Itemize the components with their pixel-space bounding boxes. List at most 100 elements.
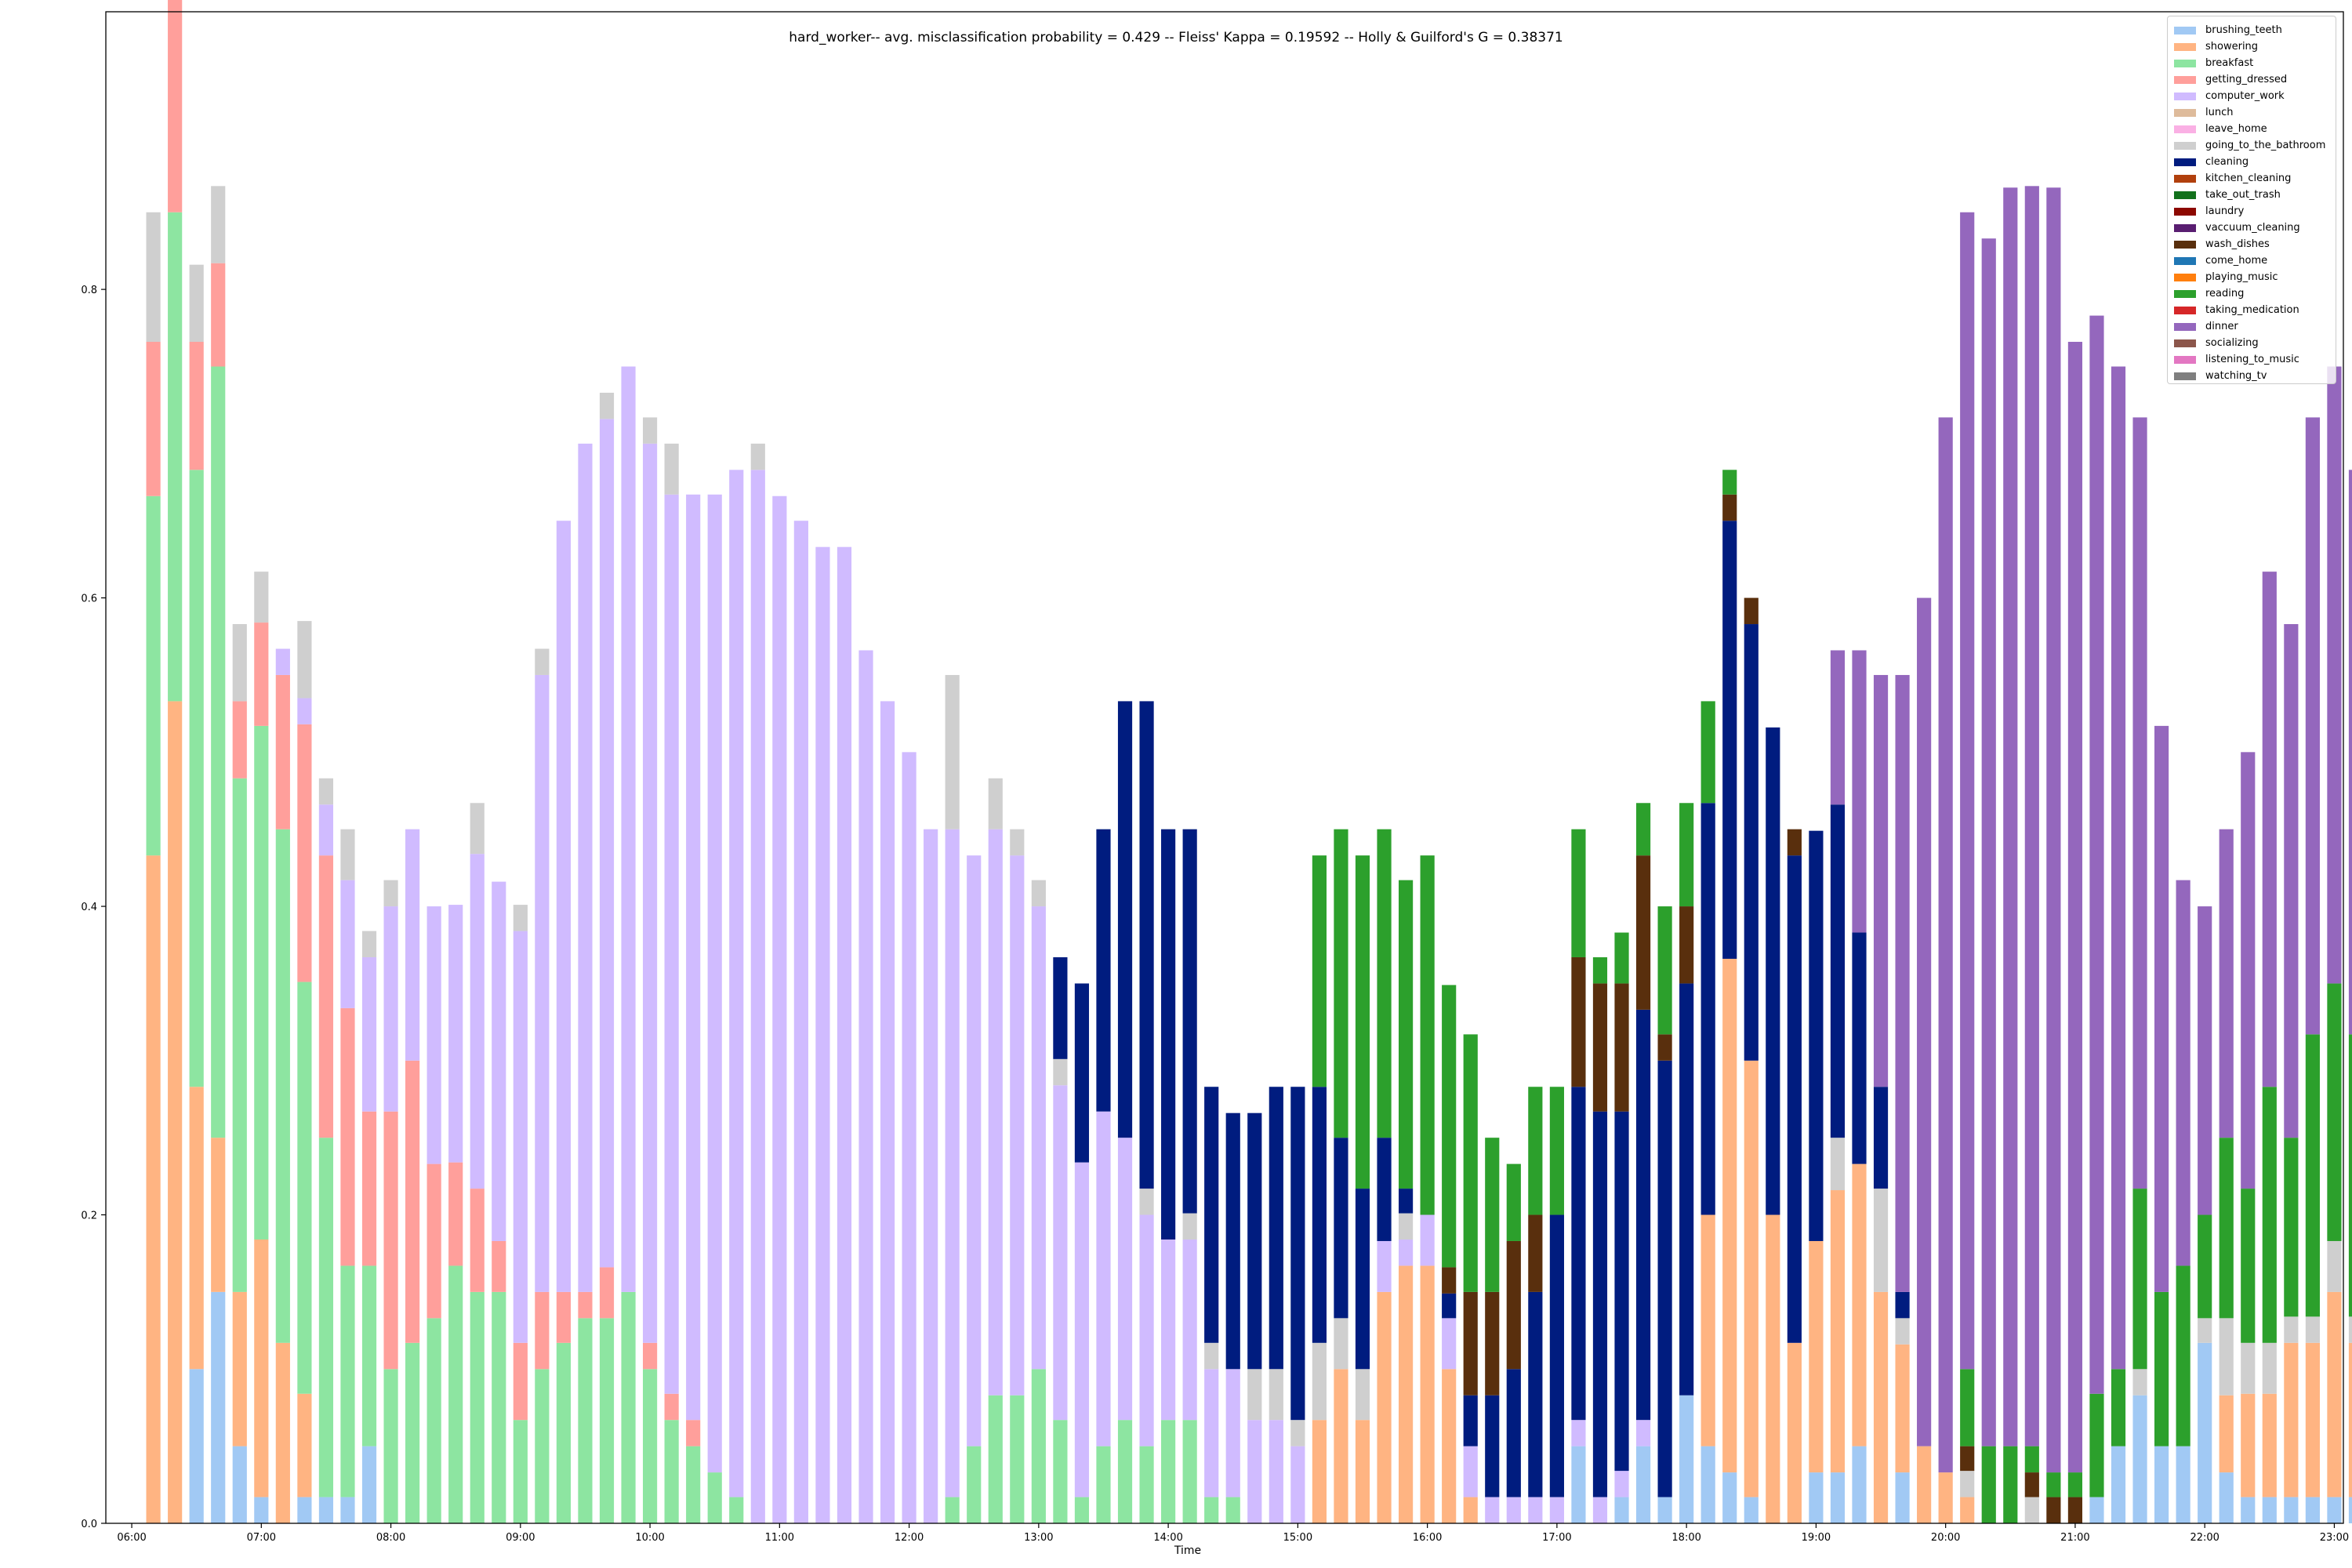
bar-segment-reading <box>1592 956 1608 984</box>
bar-segment-getting_dressed <box>578 1291 593 1319</box>
bar-segment-brushing_teeth <box>189 1369 204 1523</box>
bar-segment-dinner <box>1852 650 1867 933</box>
bar-segment-showering <box>1917 1446 1932 1523</box>
bar-segment-cleaning <box>1571 1087 1586 1421</box>
x-tick-label: 09:00 <box>506 1532 535 1544</box>
bar-segment-computer_work <box>1442 1318 1457 1370</box>
bar-1600 <box>1420 855 1435 1523</box>
bar-segment-computer_work <box>902 752 916 1523</box>
bar-segment-computer_work <box>1074 1162 1090 1497</box>
bar-2020 <box>1981 238 1996 1523</box>
bar-segment-computer_work <box>1031 906 1046 1370</box>
bar-segment-dinner <box>2327 366 2342 984</box>
bar-segment-going_to_the_bathroom <box>297 621 312 699</box>
legend-item-breakfast: breakfast <box>2174 55 2253 71</box>
bar-segment-wash_dishes <box>1528 1214 1543 1292</box>
bar-segment-reading <box>2348 1034 2352 1317</box>
bar-segment-brushing_teeth <box>2154 1446 2169 1523</box>
bar-segment-going_to_the_bathroom <box>1204 1342 1219 1370</box>
chart-title: hard_worker-- avg. misclassification pro… <box>789 30 1563 45</box>
bar-segment-reading <box>1399 880 1414 1189</box>
bar-segment-going_to_the_bathroom <box>988 778 1003 829</box>
bar-segment-computer_work <box>1571 1420 1586 1446</box>
bar-segment-cleaning <box>1722 521 1737 959</box>
bar-segment-brushing_teeth <box>318 1497 334 1523</box>
bar-segment-cleaning <box>1809 830 1824 1241</box>
legend-label: come_home <box>2205 255 2268 267</box>
bar-segment-computer_work <box>1139 1214 1154 1446</box>
bar-segment-cleaning <box>1442 1293 1457 1319</box>
bar-segment-showering <box>2284 1342 2299 1497</box>
bar-2200 <box>2198 906 2212 1523</box>
bar-segment-reading <box>2241 1189 2256 1343</box>
bar-1650 <box>1528 1087 1543 1523</box>
bar-segment-computer_work <box>1225 1369 1240 1497</box>
bar-segment-breakfast <box>275 829 290 1343</box>
bar-1430 <box>1225 1112 1240 1523</box>
bar-segment-reading <box>1312 855 1327 1087</box>
bar-segment-going_to_the_bathroom <box>642 417 658 444</box>
bar-segment-showering <box>2219 1395 2234 1473</box>
bar-segment-getting_dressed <box>168 0 183 212</box>
bar-1240 <box>988 778 1003 1523</box>
bar-segment-reading <box>1679 803 1694 907</box>
bar-1520 <box>1334 829 1348 1523</box>
bar-segment-brushing_teeth <box>2132 1395 2147 1523</box>
bar-segment-reading <box>2198 1214 2212 1319</box>
bar-2210 <box>2219 829 2234 1523</box>
bar-segment-getting_dressed <box>383 1111 398 1370</box>
legend-label: vaccuum_cleaning <box>2205 222 2300 234</box>
bar-segment-getting_dressed <box>513 1342 528 1421</box>
bar-segment-cleaning <box>1744 624 1759 1061</box>
bar-1040 <box>729 470 744 1523</box>
bar-segment-reading <box>1549 1087 1564 1215</box>
bar-0720 <box>297 621 312 1523</box>
legend-label: watching_tv <box>2205 370 2267 382</box>
bar-segment-dinner <box>2067 342 2083 1473</box>
bar-segment-breakfast <box>945 1497 960 1523</box>
bar-segment-computer_work <box>967 855 982 1446</box>
bar-segment-breakfast <box>642 1369 658 1523</box>
bar-segment-reading <box>2089 1393 2104 1497</box>
bar-segment-showering <box>146 855 161 1523</box>
bar-segment-reading <box>2219 1138 2234 1319</box>
legend-label: getting_dressed <box>2205 74 2288 85</box>
bar-0950 <box>621 366 636 1523</box>
legend-swatch <box>2174 42 2196 51</box>
bar-segment-breakfast <box>707 1472 722 1523</box>
bar-segment-cleaning <box>1830 804 1846 1138</box>
x-tick-label: 08:00 <box>376 1532 405 1544</box>
legend-label: computer_work <box>2205 90 2285 102</box>
bar-segment-going_to_the_bathroom <box>2262 1342 2277 1394</box>
bar-2110 <box>2089 315 2104 1523</box>
bar-segment-computer_work <box>426 906 441 1164</box>
bar-segment-brushing_teeth <box>254 1497 269 1523</box>
bar-segment-showering <box>211 1138 226 1292</box>
bar-segment-dinner <box>1895 674 1910 1292</box>
bar-1030 <box>707 494 722 1523</box>
bar-segment-showering <box>2348 1342 2352 1497</box>
x-tick-label: 21:00 <box>2060 1532 2089 1544</box>
bar-segment-going_to_the_bathroom <box>1031 880 1046 907</box>
bar-segment-going_to_the_bathroom <box>1182 1213 1197 1240</box>
bar-segment-going_to_the_bathroom <box>1312 1342 1327 1421</box>
bar-0710 <box>275 648 290 1523</box>
bar-segment-reading <box>1960 1369 1975 1446</box>
legend-swatch <box>2174 339 2196 347</box>
legend-label: taking_medication <box>2205 304 2299 316</box>
legend-label: kitchen_cleaning <box>2205 172 2292 184</box>
bar-segment-getting_dressed <box>232 701 247 779</box>
bar-1740 <box>1635 803 1651 1523</box>
bar-1540 <box>1377 829 1392 1523</box>
bar-2120 <box>2111 366 2126 1523</box>
chart-legend: brushing_teeth showering breakfast getting_… <box>2167 16 2336 384</box>
bar-segment-going_to_the_bathroom <box>750 443 765 470</box>
bar-segment-breakfast <box>340 1265 355 1497</box>
legend-swatch <box>2174 158 2196 166</box>
x-tick-label: 17:00 <box>1542 1532 1571 1544</box>
bar-segment-dinner <box>2024 186 2039 1446</box>
legend-label: laundry <box>2205 205 2245 217</box>
bar-segment-breakfast <box>1139 1446 1154 1523</box>
bar-segment-wash_dishes <box>1635 855 1651 1010</box>
